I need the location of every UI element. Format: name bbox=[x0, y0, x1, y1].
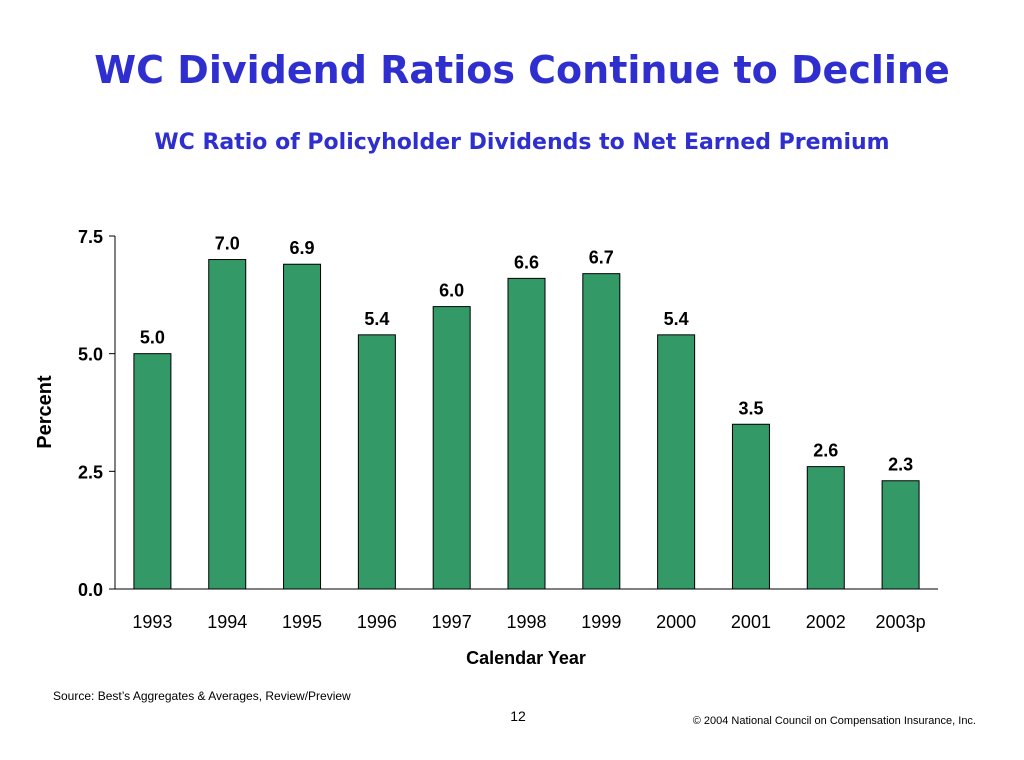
y-tick-label: 2.5 bbox=[78, 462, 103, 482]
y-axis-ticks: 0.0 2.5 5.0 7.5 bbox=[78, 227, 115, 600]
bar-value-label: 5.4 bbox=[364, 309, 389, 329]
bar bbox=[208, 259, 247, 590]
data-labels: 5.0 7.0 6.9 5.4 6.0 6.6 6.7 5.4 3.5 2.6 2.3 bbox=[140, 234, 913, 475]
bar bbox=[357, 334, 396, 590]
bar bbox=[731, 423, 770, 590]
x-axis-label: Calendar Year bbox=[466, 648, 586, 668]
bar bbox=[881, 480, 920, 590]
bar-value-label: 6.6 bbox=[514, 252, 539, 272]
bar bbox=[582, 273, 621, 590]
x-tick-label: 1997 bbox=[432, 612, 472, 632]
copyright-notice: © 2004 National Council on Compensation … bbox=[692, 715, 976, 727]
bar-value-label: 3.5 bbox=[738, 398, 763, 418]
bar-value-label: 7.0 bbox=[215, 234, 240, 254]
slide-title: WC Dividend Ratios Continue to Decline bbox=[94, 48, 950, 92]
bar bbox=[507, 277, 546, 590]
x-tick-label: 1996 bbox=[357, 612, 397, 632]
x-axis-ticks: 1993 1994 1995 1996 1997 1998 1999 2000 2001 2002… bbox=[132, 612, 925, 632]
bar bbox=[657, 334, 696, 590]
y-tick-label: 5.0 bbox=[78, 345, 103, 365]
x-tick-label: 2000 bbox=[656, 612, 696, 632]
bar-value-label: 2.6 bbox=[813, 441, 838, 461]
y-tick-label: 0.0 bbox=[78, 580, 103, 600]
page-number: 12 bbox=[510, 708, 526, 724]
x-tick-label: 1998 bbox=[506, 612, 546, 632]
x-tick-label: 1993 bbox=[132, 612, 172, 632]
x-tick-label: 1999 bbox=[581, 612, 621, 632]
bar-value-label: 5.0 bbox=[140, 328, 165, 348]
bar-value-label: 5.4 bbox=[664, 309, 689, 329]
bar bbox=[432, 306, 471, 590]
bar-value-label: 6.0 bbox=[439, 281, 464, 301]
x-tick-label: 1995 bbox=[282, 612, 322, 632]
bar bbox=[806, 466, 845, 590]
bars bbox=[133, 259, 920, 590]
bar-value-label: 6.7 bbox=[589, 248, 614, 268]
y-axis-label: Percent bbox=[34, 375, 56, 449]
x-tick-label: 2001 bbox=[731, 612, 771, 632]
x-tick-label: 1994 bbox=[207, 612, 247, 632]
bar bbox=[283, 263, 322, 590]
bar-value-label: 6.9 bbox=[290, 238, 315, 258]
y-tick-label: 7.5 bbox=[78, 227, 103, 247]
bar-value-label: 2.3 bbox=[888, 455, 913, 475]
source-note: Source: Best’s Aggregates & Averages, Re… bbox=[53, 689, 351, 703]
x-tick-label: 2002 bbox=[806, 612, 846, 632]
chart-subtitle: WC Ratio of Policyholder Dividends to Ne… bbox=[154, 130, 890, 155]
x-tick-label: 2003p bbox=[876, 612, 926, 632]
bar-chart: 0.0 2.5 5.0 7.5 5.0 7.0 6.9 5.4 6.0 6.6 6.7 5.4 3.5… bbox=[34, 227, 938, 668]
bar bbox=[133, 353, 172, 590]
